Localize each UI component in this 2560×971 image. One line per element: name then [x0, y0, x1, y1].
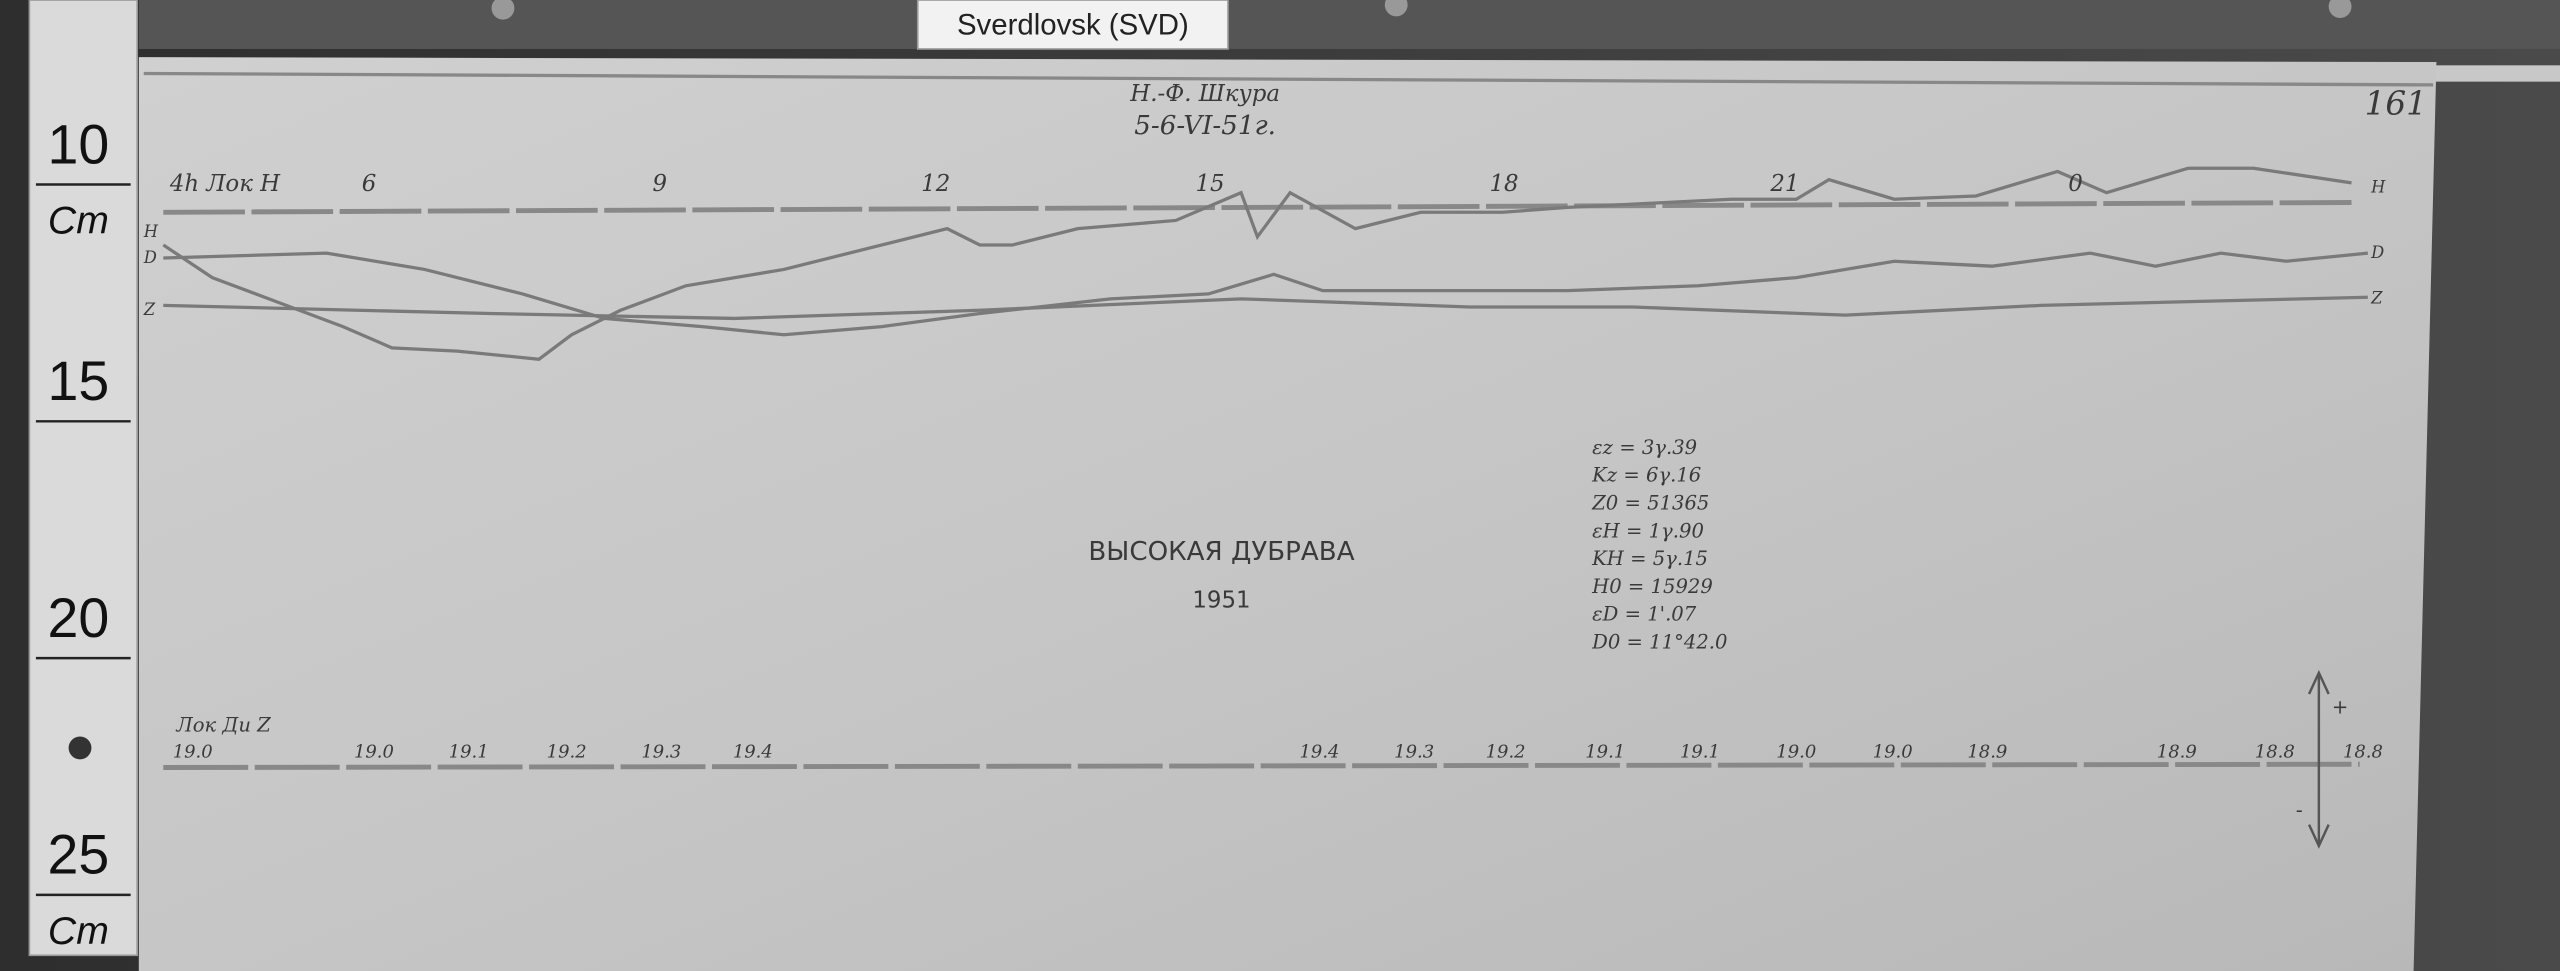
station-label: Sverdlovsk (SVD): [957, 8, 1189, 41]
temperature: 19.4: [733, 742, 773, 763]
temperature: 19.0: [1776, 742, 1816, 763]
temperature: 19.0: [354, 742, 394, 763]
baseline-temp: [163, 761, 2360, 770]
paper-edge-line: [143, 71, 2434, 87]
label-box: [916, 0, 1229, 50]
paper: [138, 57, 2437, 971]
temperature: 18.9: [2157, 742, 2197, 763]
trace-label: Z: [143, 300, 156, 319]
constant: εD = 1'.07: [1592, 603, 1697, 626]
constant: KH = 5γ.15: [1591, 547, 1708, 570]
observer: Н.-Ф. Шкура: [1129, 81, 1280, 107]
ruler-unit: Cm: [48, 910, 109, 953]
temperature: 18.9: [1967, 742, 2007, 763]
trace-z: [163, 295, 2368, 321]
temperature: 19.0: [1873, 742, 1913, 763]
ruler-mark: 25: [48, 824, 110, 886]
arrow-head: [2307, 824, 2330, 849]
ruler-hole: [68, 736, 92, 760]
hour-label: 0: [2068, 171, 2083, 197]
trace-label: H: [2370, 178, 2386, 197]
constant: Kz = 6γ.16: [1591, 464, 1701, 487]
trace-label: D: [2370, 243, 2384, 262]
constant: εH = 1γ.90: [1592, 519, 1704, 542]
temperature: 19.3: [1394, 742, 1434, 763]
ruler-mark: 15: [48, 350, 110, 412]
constant: D0 = 11°42.0: [1591, 630, 1727, 653]
page-number: 161: [2365, 84, 2427, 122]
clip-rail: [138, 0, 2560, 49]
hour-label: 6: [362, 171, 377, 197]
constant: εz = 3γ.39: [1592, 436, 1697, 459]
temperature: 18.8: [2255, 742, 2295, 763]
temperature: 19.0: [173, 742, 213, 763]
year: 1951: [1192, 587, 1250, 613]
constant: H0 = 15929: [1591, 575, 1713, 598]
ruler-mark: 10: [48, 113, 110, 175]
hour-label: 12: [921, 171, 950, 197]
paper-edge: [2433, 65, 2560, 82]
constant: Z0 = 51365: [1591, 491, 1709, 514]
temperature: 19.2: [547, 742, 587, 763]
temperature: 19.2: [1486, 742, 1526, 763]
hour-label: 15: [1196, 171, 1225, 197]
pin: [491, 0, 515, 20]
arrow-plus: +: [2332, 696, 2348, 719]
baseline-h: [163, 200, 2352, 215]
ruler: [28, 0, 138, 957]
trace-label: Z: [2370, 289, 2383, 308]
temperature: 19.4: [1299, 742, 1339, 763]
temperature: 19.1: [1585, 742, 1625, 763]
temperature: 18.8: [2343, 742, 2383, 763]
arrow-minus: -: [2296, 799, 2303, 822]
temperature: 19.3: [641, 742, 681, 763]
drawing: Sverdlovsk (SVD) 10 15 20 25 Cm Cm 161 Н.-Ф. Шк…: [28, 0, 2560, 971]
temperature-label: Лок Ди Z: [175, 714, 271, 737]
arrow-head: [2307, 669, 2330, 695]
hour-label: 9: [652, 171, 667, 197]
ruler-mark: 20: [48, 587, 110, 649]
temperature: 19.1: [449, 742, 489, 763]
trace-label: D: [143, 248, 157, 267]
trace-label: H: [143, 222, 159, 241]
hour-label: 21: [1769, 171, 1799, 197]
pin: [2328, 0, 2352, 18]
ruler-unit: Cm: [48, 200, 109, 243]
temperature: 19.1: [1680, 742, 1720, 763]
pin: [1384, 0, 1408, 17]
ruler-lines: [35, 183, 131, 897]
station-name: ВЫСОКАЯ ДУБРАВА: [1088, 537, 1354, 567]
date: 5-6-VI-51г.: [1134, 111, 1276, 141]
trace-h: [162, 166, 2352, 361]
hour-label: 18: [1489, 171, 1518, 197]
hour-axis-label: 4h Лок H: [169, 171, 281, 197]
